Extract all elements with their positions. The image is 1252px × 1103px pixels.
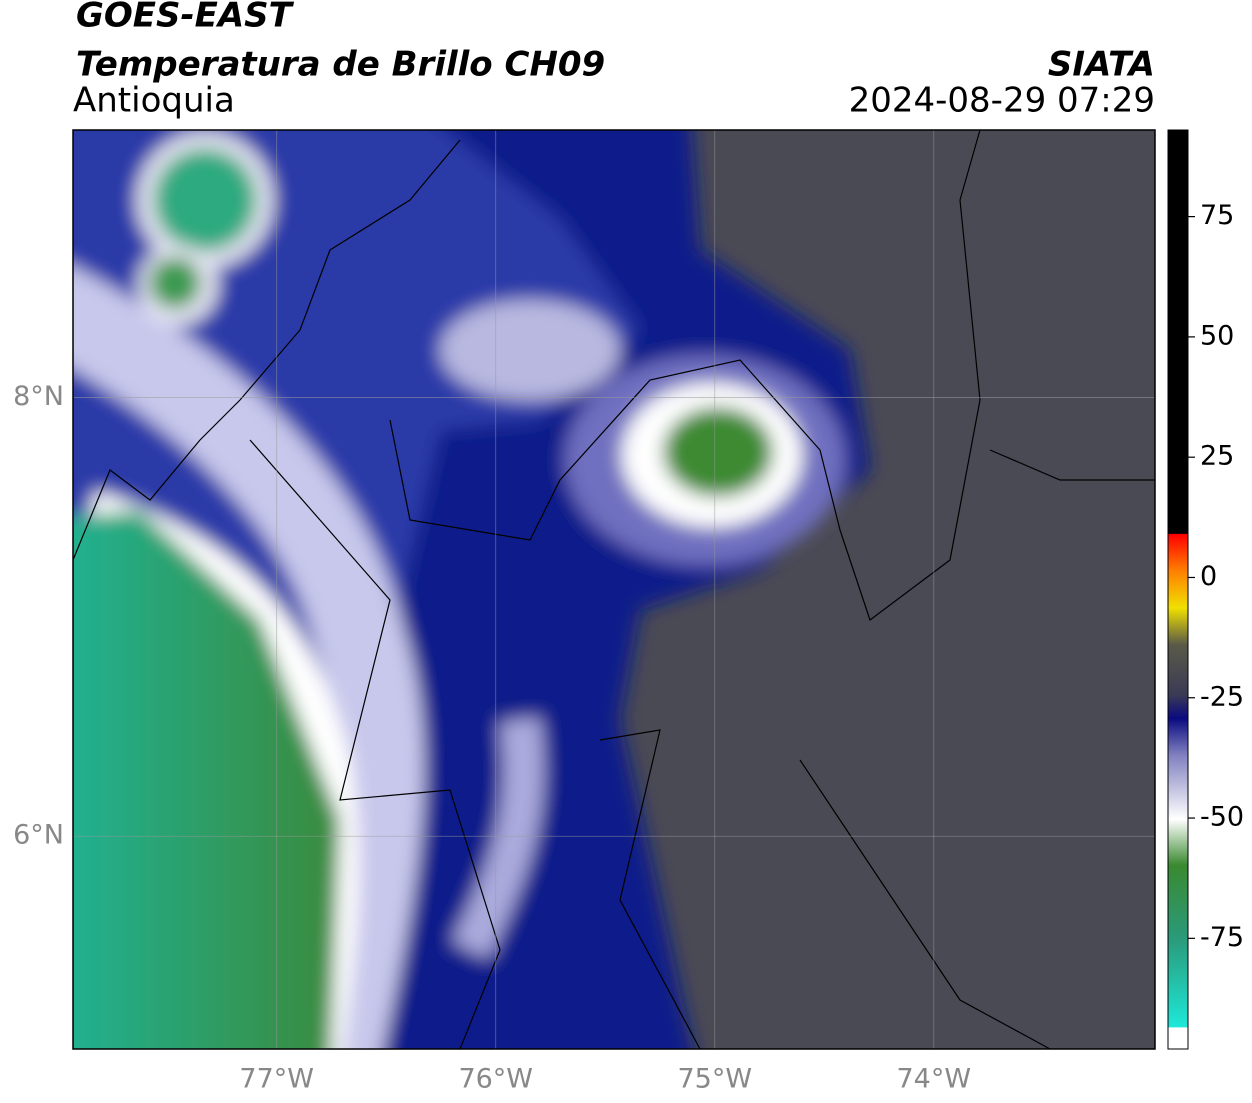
x-tick-label: 77°W (239, 1064, 314, 1095)
map-image (73, 130, 1155, 1049)
title-line-2: Temperatura de Brillo CH09 (76, 45, 605, 85)
colorbar-tick-label: 25 (1200, 441, 1234, 472)
colorbar-tick-label: -75 (1200, 922, 1244, 953)
title-line-1: GOES-EAST (76, 0, 295, 36)
map-frame (72, 129, 1156, 1050)
datetime: 2024-08-29 07:29 (849, 81, 1155, 121)
colorbar-tick-label: -25 (1200, 681, 1244, 712)
colorbar-tick-label: 75 (1200, 200, 1234, 231)
x-tick-label: 76°W (458, 1064, 533, 1095)
colorbar-tick-label: -50 (1200, 802, 1244, 833)
region: Antioquia (73, 81, 235, 121)
source: SIATA (1048, 45, 1155, 85)
x-tick-label: 75°W (677, 1064, 752, 1095)
colorbar-tick-label: 0 (1200, 561, 1217, 592)
y-tick-label: 6°N (13, 820, 64, 851)
colorbar-tick-label: 50 (1200, 320, 1234, 351)
x-tick-label: 74°W (897, 1064, 972, 1095)
colorbar (1167, 129, 1189, 1050)
y-tick-label: 8°N (13, 381, 64, 412)
